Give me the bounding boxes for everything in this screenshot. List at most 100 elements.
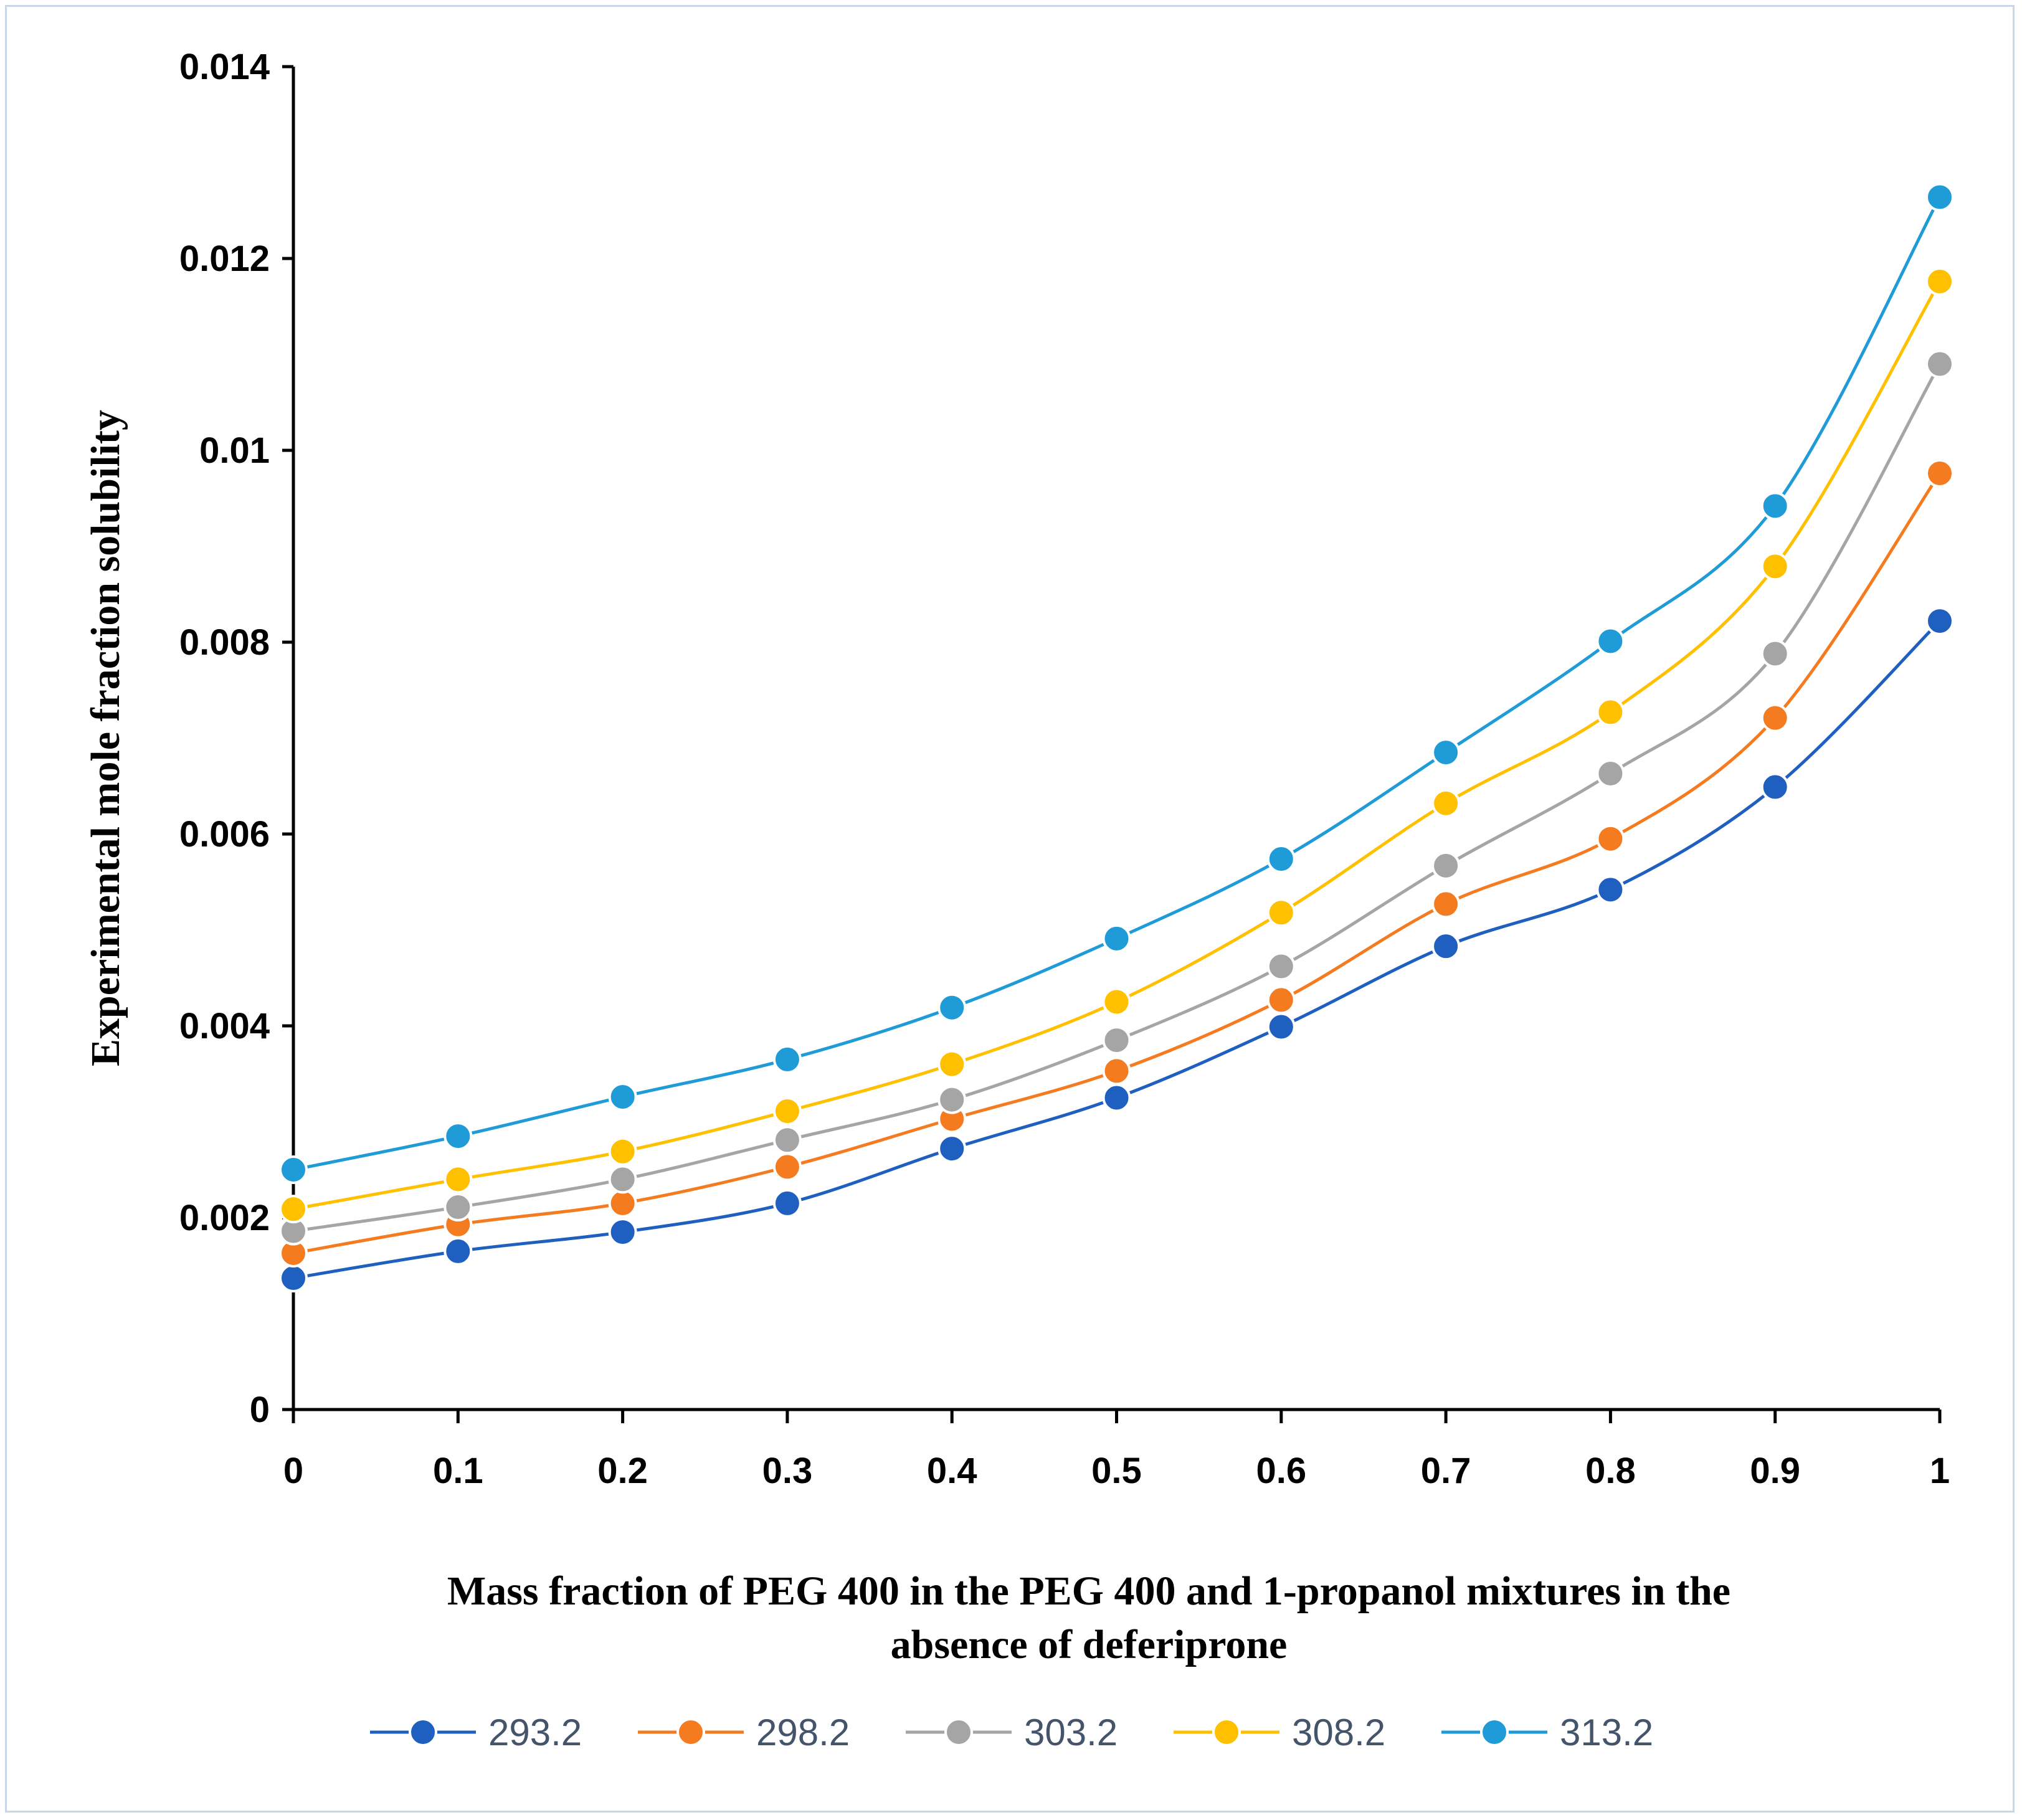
data-point xyxy=(1925,182,1954,212)
data-point xyxy=(937,1085,967,1114)
x-tick-label: 1 xyxy=(1930,1451,1950,1491)
series-line xyxy=(293,363,1942,1233)
x-axis-ticks: 0 0.1 0.2 0.3 0.4 0.5 0.6 0.7 0.8 0.9 1 xyxy=(283,1410,1950,1491)
data-point xyxy=(1266,952,1296,981)
data-point xyxy=(772,1152,802,1182)
x-tick-label: 0.4 xyxy=(927,1451,977,1491)
data-point xyxy=(444,1193,473,1222)
data-point xyxy=(1760,639,1790,668)
legend-item: 308.2 xyxy=(1174,1712,1385,1753)
axis-titles: Experimental mole fraction solubility Mas… xyxy=(83,410,1730,1667)
legend: 293.2 298.2 303.2 308.2 313.2 xyxy=(370,1712,1653,1753)
data-point xyxy=(608,1188,637,1218)
data-point xyxy=(1596,824,1625,853)
data-point xyxy=(1760,552,1790,581)
y-tick-label: 0 xyxy=(250,1390,270,1430)
x-axis-title-line: Mass fraction of PEG 400 in the PEG 400 … xyxy=(447,1568,1730,1614)
data-point xyxy=(937,993,967,1022)
data-point xyxy=(1760,772,1790,802)
y-tick-label: 0.012 xyxy=(179,239,270,279)
y-tick-label: 0.002 xyxy=(179,1198,270,1238)
x-tick-label: 0.7 xyxy=(1421,1451,1471,1491)
data-point xyxy=(1102,987,1131,1017)
y-tick-label: 0.006 xyxy=(179,814,270,855)
data-point xyxy=(444,1122,473,1151)
legend-swatch-marker xyxy=(409,1718,437,1747)
legend-swatch-marker xyxy=(1212,1718,1241,1747)
series-line xyxy=(293,620,1941,1280)
y-tick-label: 0.004 xyxy=(179,1006,270,1046)
data-point xyxy=(608,1218,637,1247)
legend-item: 303.2 xyxy=(906,1712,1118,1753)
data-point xyxy=(1596,698,1625,727)
legend-swatch-marker xyxy=(676,1718,705,1747)
x-tick-label: 0.2 xyxy=(597,1451,648,1491)
legend-label: 313.2 xyxy=(1560,1712,1653,1753)
data-point xyxy=(1266,845,1296,874)
data-point xyxy=(608,1137,637,1166)
data-point xyxy=(1431,738,1461,767)
data-point xyxy=(1431,851,1461,880)
data-point xyxy=(1925,607,1954,636)
data-point xyxy=(1266,1012,1296,1041)
legend-swatch-marker xyxy=(1480,1718,1509,1747)
x-tick-label: 0.8 xyxy=(1585,1451,1636,1491)
axes xyxy=(292,67,1940,1411)
data-point xyxy=(1431,932,1461,961)
data-point xyxy=(772,1045,802,1074)
legend-label: 308.2 xyxy=(1292,1712,1385,1753)
y-axis-title: Experimental mole fraction solubility xyxy=(83,410,128,1066)
y-tick-label: 0.01 xyxy=(199,430,270,471)
data-point xyxy=(1925,267,1954,296)
data-point xyxy=(937,1134,967,1164)
series-303-2 xyxy=(279,349,1954,1246)
legend-label: 298.2 xyxy=(756,1712,850,1753)
legend-item: 293.2 xyxy=(370,1712,582,1753)
x-tick-label: 0 xyxy=(283,1451,303,1491)
y-axis-ticks: 0 0.002 0.004 0.006 0.008 0.01 0.012 0.014 xyxy=(179,47,293,1430)
legend-item: 313.2 xyxy=(1441,1712,1653,1753)
series-line xyxy=(293,196,1942,1172)
data-point xyxy=(608,1082,637,1111)
series-313-2 xyxy=(279,182,1954,1184)
legend-label: 303.2 xyxy=(1024,1712,1118,1753)
data-point xyxy=(1102,1026,1131,1055)
data-point xyxy=(1431,789,1461,818)
x-tick-label: 0.9 xyxy=(1750,1451,1800,1491)
x-tick-label: 0.6 xyxy=(1256,1451,1306,1491)
data-point xyxy=(1266,985,1296,1015)
data-point xyxy=(772,1126,802,1155)
series-line xyxy=(293,472,1942,1255)
y-tick-label: 0.014 xyxy=(179,47,270,87)
series-298-2 xyxy=(279,458,1954,1268)
data-point xyxy=(772,1097,802,1126)
data-point xyxy=(279,1155,308,1184)
y-tick-label: 0.008 xyxy=(179,622,270,663)
data-point xyxy=(608,1165,637,1194)
data-point xyxy=(1925,458,1954,488)
data-point xyxy=(772,1188,802,1218)
data-point xyxy=(1102,1083,1131,1112)
data-point xyxy=(1596,875,1625,904)
data-point xyxy=(1102,924,1131,953)
data-point xyxy=(279,1195,308,1224)
series-line xyxy=(293,280,1942,1211)
series-308-2 xyxy=(279,267,1954,1224)
data-point xyxy=(1925,349,1954,379)
legend-label: 293.2 xyxy=(488,1712,582,1753)
data-point xyxy=(1596,759,1625,788)
data-point xyxy=(1760,491,1790,521)
legend-swatch-marker xyxy=(944,1718,973,1747)
data-point xyxy=(1760,703,1790,732)
x-axis-title-line: absence of deferiprone xyxy=(891,1622,1288,1667)
series-layer xyxy=(279,182,1954,1293)
data-point xyxy=(444,1236,473,1266)
data-point xyxy=(279,1264,308,1293)
data-point xyxy=(1266,898,1296,927)
x-tick-label: 0.1 xyxy=(433,1451,483,1491)
data-point xyxy=(937,1050,967,1079)
x-tick-label: 0.3 xyxy=(762,1451,813,1491)
line-chart: 0 0.002 0.004 0.006 0.008 0.01 0.012 0.014 0 0.1… xyxy=(83,47,1954,1753)
chart-frame: 0 0.002 0.004 0.006 0.008 0.01 0.012 0.014 0 0.1… xyxy=(5,5,2015,1813)
series-293-2 xyxy=(279,607,1954,1293)
